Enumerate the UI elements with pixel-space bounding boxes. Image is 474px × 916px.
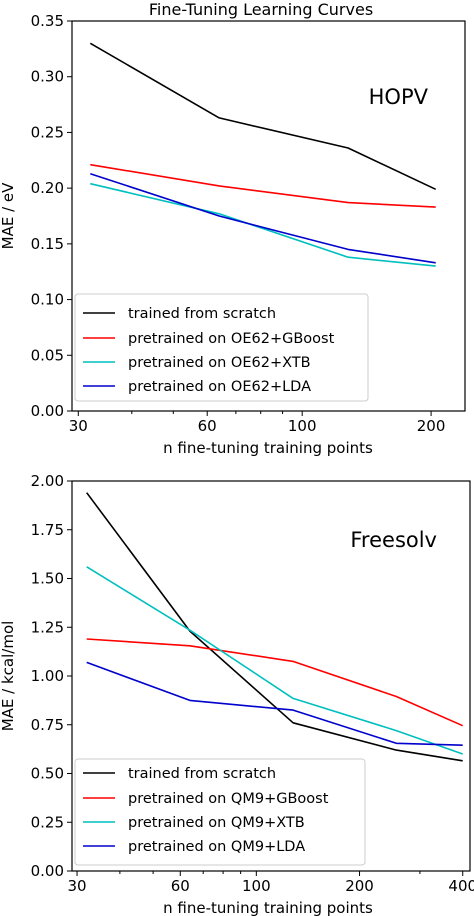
freesolv-x-tick-label-0: 30 (68, 877, 87, 895)
hopv-legend-box (74, 293, 369, 402)
freesolv-line-pretrained-on-qm9-xtb (86, 566, 463, 755)
hopv-y-tick-label-4: 0.20 (31, 179, 64, 197)
freesolv-y-tick-label-7: 1.75 (31, 521, 64, 539)
freesolv-x-tick-label-2: 100 (242, 877, 271, 895)
hopv-x-tick-label-1: 60 (198, 417, 217, 435)
freesolv-y-tick-label-4: 1.00 (31, 667, 64, 685)
hopv-y-tick-label-2: 0.10 (31, 291, 64, 309)
hopv-line-pretrained-on-oe62-lda (90, 172, 436, 264)
hopv-axes: 0.00 0.05 0.10 0.15 0.20 0.25 0.30 0.35 30 60 100 2… (31, 12, 446, 435)
freesolv-line-trained-from-scratch (86, 492, 463, 762)
hopv-legend-label-scratch: trained from scratch (128, 306, 276, 322)
hopv-plot-frame (71, 20, 466, 412)
hopv-x-tick-label-3: 200 (417, 417, 446, 435)
freesolv-y-tick-label-0: 0.00 (31, 862, 64, 880)
freesolv-axes: 0.00 0.25 0.50 0.75 1.00 1.25 1.50 1.75 2.00 30 60… (31, 472, 474, 895)
hopv-legend: trained from scratch pretrained on OE62+… (74, 293, 369, 402)
freesolv-y-tick-label-6: 1.50 (31, 570, 64, 588)
freesolv-line-pretrained-on-qm9-gboost (86, 638, 464, 727)
hopv-series-lines (89, 42, 437, 267)
hopv-y-tick-label-7: 0.35 (31, 12, 64, 30)
freesolv-y-tick-label-1: 0.25 (31, 813, 64, 831)
freesolv-legend-label-xtb: pretrained on QM9+XTB (128, 815, 305, 831)
hopv-y-axis-label: MAE / eV (0, 182, 17, 249)
freesolv-x-tick-label-3: 200 (345, 877, 374, 895)
hopv-legend-label-xtb: pretrained on OE62+XTB (128, 355, 311, 371)
hopv-chart: Fine-Tuning Learning Curves HOPV n fine-… (0, 0, 466, 457)
freesolv-legend-label-scratch: trained from scratch (128, 766, 276, 782)
hopv-legend-label-lda: pretrained on OE62+LDA (128, 379, 311, 395)
hopv-y-tick-label-5: 0.25 (31, 123, 64, 141)
freesolv-chart: Freesolv n fine-tuning training points M… (0, 472, 474, 916)
hopv-legend-label-gboost: pretrained on OE62+GBoost (128, 331, 335, 347)
hopv-y-tick-label-3: 0.15 (31, 235, 64, 253)
freesolv-series-lines (86, 492, 464, 762)
freesolv-panel-label: Freesolv (350, 528, 437, 552)
freesolv-y-axis-label: MAE / kcal/mol (0, 621, 17, 732)
freesolv-y-tick-label-2: 0.50 (31, 765, 64, 783)
freesolv-x-axis-label: n fine-tuning training points (163, 899, 373, 916)
freesolv-legend: trained from scratch pretrained on QM9+G… (74, 758, 366, 866)
figure-title: Fine-Tuning Learning Curves (149, 0, 373, 19)
freesolv-x-tick-label-1: 60 (171, 877, 190, 895)
hopv-line-trained-from-scratch (89, 42, 437, 191)
hopv-line-pretrained-on-oe62-gboost (90, 163, 436, 208)
hopv-y-tick-label-1: 0.05 (31, 346, 64, 364)
freesolv-y-tick-label-3: 0.75 (31, 716, 64, 734)
hopv-y-tick-label-6: 0.30 (31, 68, 64, 86)
hopv-y-tick-label-0: 0.00 (31, 402, 64, 420)
freesolv-y-tick-label-5: 1.25 (31, 618, 64, 636)
freesolv-line-pretrained-on-qm9-lda (86, 661, 463, 746)
hopv-x-axis-label: n fine-tuning training points (163, 439, 373, 457)
freesolv-x-tick-label-4: 400 (448, 877, 474, 895)
hopv-panel-label: HOPV (369, 85, 429, 109)
freesolv-legend-label-gboost: pretrained on QM9+GBoost (128, 791, 329, 807)
hopv-x-tick-label-2: 100 (288, 417, 317, 435)
freesolv-legend-label-lda: pretrained on QM9+LDA (128, 839, 305, 855)
freesolv-y-tick-label-8: 2.00 (31, 472, 64, 490)
freesolv-legend-box (74, 758, 366, 866)
hopv-line-pretrained-on-oe62-xtb (90, 182, 436, 267)
hopv-x-tick-label-0: 30 (69, 417, 88, 435)
